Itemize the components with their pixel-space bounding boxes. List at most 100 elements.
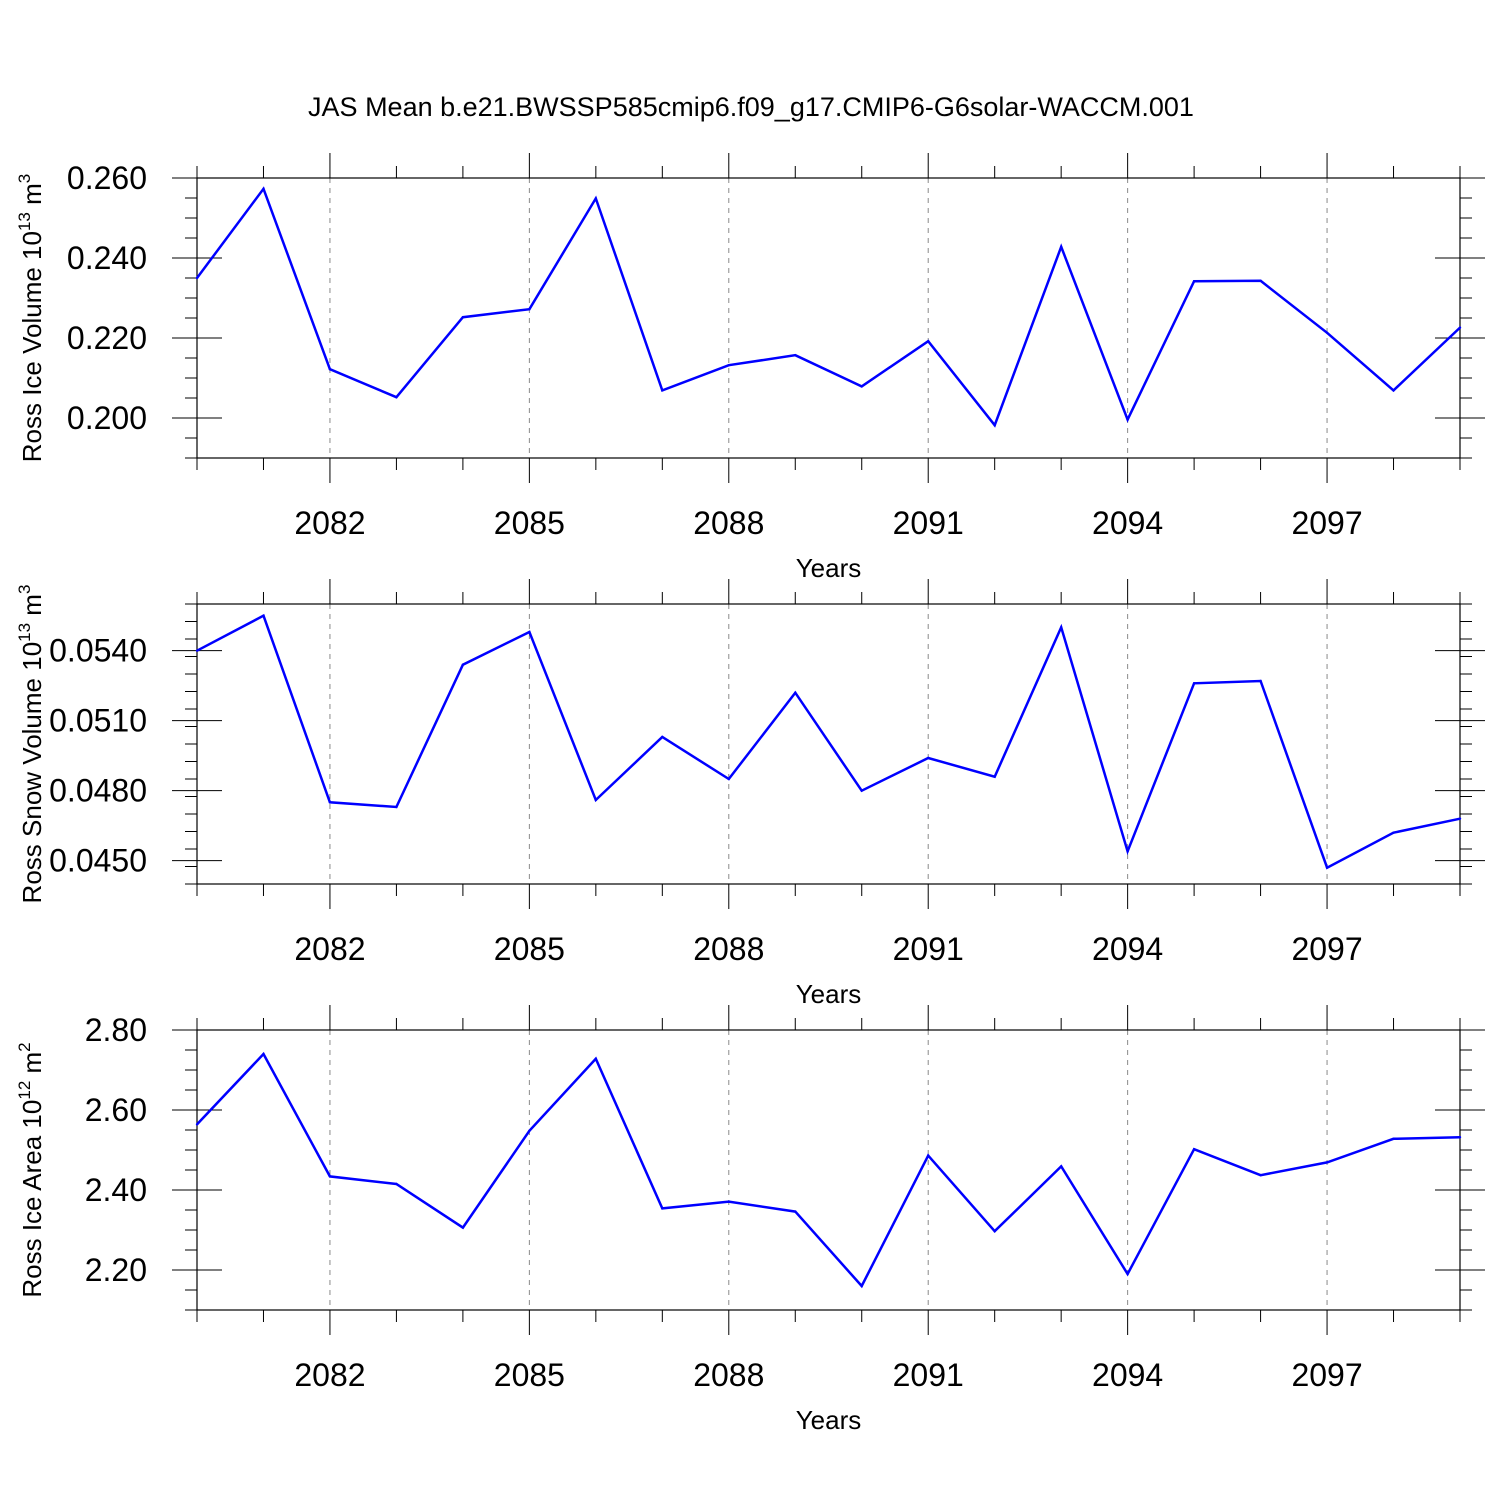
x-axis-title: Years (796, 553, 862, 583)
x-tick-label: 2091 (893, 931, 964, 967)
data-point (1059, 626, 1063, 629)
data-point (1259, 679, 1262, 683)
series-line (196, 1051, 1461, 1289)
x-tick-label: 2088 (693, 1357, 764, 1393)
x-tick-label: 2088 (693, 505, 764, 541)
plot-frame (196, 177, 1461, 459)
x-tick-label: 2094 (1092, 505, 1163, 541)
data-point (1259, 279, 1262, 282)
data-point (661, 389, 664, 392)
data-point (528, 630, 531, 634)
y-tick-label: 0.220 (67, 320, 147, 356)
data-point (1126, 850, 1129, 853)
x-tick-label: 2097 (1291, 931, 1362, 967)
data-point (461, 663, 465, 666)
main-title: JAS Mean b.e21.BWSSP585cmip6.f09_g17.CMI… (308, 92, 1194, 122)
x-tick-label: 2097 (1291, 1357, 1362, 1393)
y-axis-title-part: m (17, 594, 47, 623)
y-axis-title-part: Ross Ice Area 10 (17, 1100, 47, 1298)
x-tick-label: 2085 (494, 505, 565, 541)
y-axis-title-superscript: 2 (15, 1042, 34, 1051)
data-point (1458, 1136, 1462, 1139)
data-point (927, 1154, 930, 1157)
x-axis-title: Years (796, 979, 862, 1009)
y-axis-title-part: m (17, 1052, 47, 1081)
y-axis-title-superscript: 3 (15, 585, 34, 594)
data-point (1059, 1165, 1063, 1168)
data-point (395, 805, 398, 809)
data-point (594, 798, 598, 802)
data-point (395, 396, 398, 399)
plot-frame (196, 603, 1461, 885)
data-point (1192, 280, 1196, 283)
data-point (727, 1200, 730, 1203)
x-tick-label: 2091 (893, 1357, 964, 1393)
x-tick-label: 2082 (294, 931, 365, 967)
x-tick-label: 2094 (1092, 1357, 1163, 1393)
x-tick-label: 2097 (1291, 505, 1362, 541)
data-point (927, 340, 930, 343)
data-point (528, 308, 531, 311)
data-point (860, 1284, 863, 1288)
data-point (1392, 1137, 1395, 1141)
data-point (661, 1207, 664, 1210)
data-point (727, 777, 730, 781)
y-axis-title-superscript: 12 (15, 1081, 34, 1100)
series-line (195, 186, 1461, 428)
data-point (594, 1057, 598, 1061)
y-axis-title-part: Ross Ice Volume 10 (17, 231, 47, 462)
data-point (461, 1226, 465, 1229)
data-point (727, 364, 730, 367)
y-axis-title: Ross Ice Volume 1013 m3 (15, 174, 47, 463)
data-point (594, 197, 598, 200)
data-point (195, 276, 199, 280)
data-point (794, 1210, 797, 1213)
data-point (328, 1175, 332, 1178)
data-point (195, 1123, 199, 1126)
data-point (993, 775, 996, 778)
data-point (993, 1230, 996, 1233)
data-point (1325, 866, 1329, 869)
y-axis-title-part: Ross Snow Volume 10 (17, 642, 47, 904)
y-tick-label: 0.0540 (49, 633, 147, 669)
y-tick-label: 2.80 (85, 1012, 147, 1048)
panel-ice-area: 2.20 2.40 2.60 2.80 2082 2085 2088 2091 2094 2097… (15, 1005, 1485, 1435)
y-tick-label: 0.0450 (49, 843, 147, 879)
data-point (461, 316, 465, 319)
x-tick-label: 2088 (693, 931, 764, 967)
data-point (528, 1129, 531, 1133)
data-point (1126, 418, 1129, 421)
series-line (196, 613, 1461, 870)
panel-ice-volume: 0.200 0.220 0.240 0.260 2082 2085 2088 2091 2094… (15, 153, 1485, 583)
data-point (1126, 1272, 1129, 1276)
data-point (328, 801, 332, 804)
data-point (794, 691, 797, 694)
y-axis-title: Ross Ice Area 1012 m2 (15, 1042, 47, 1297)
data-point (395, 1182, 398, 1186)
y-axis-title-superscript: 13 (15, 212, 34, 231)
x-axis-title: Years (796, 1405, 862, 1435)
data-point (1192, 1148, 1196, 1151)
x-tick-label: 2094 (1092, 931, 1163, 967)
data-point (262, 614, 265, 617)
x-tick-label: 2085 (494, 1357, 565, 1393)
y-axis-title-superscript: 3 (15, 174, 34, 183)
y-tick-label: 2.40 (85, 1172, 147, 1208)
data-point (1392, 831, 1395, 834)
y-tick-label: 0.0510 (49, 703, 147, 739)
data-point (1059, 245, 1063, 248)
y-axis-title-superscript: 13 (15, 623, 34, 642)
y-tick-label: 0.200 (67, 400, 147, 436)
x-tick-label: 2091 (893, 505, 964, 541)
data-point (328, 368, 332, 371)
y-tick-label: 0.260 (67, 160, 147, 196)
data-point (262, 187, 265, 190)
data-point (262, 1052, 265, 1056)
y-axis-title: Ross Snow Volume 1013 m3 (15, 585, 47, 904)
data-point (927, 756, 930, 760)
data-point (661, 735, 664, 739)
data-point (860, 789, 863, 792)
data-point (195, 649, 199, 652)
data-point (860, 385, 863, 388)
